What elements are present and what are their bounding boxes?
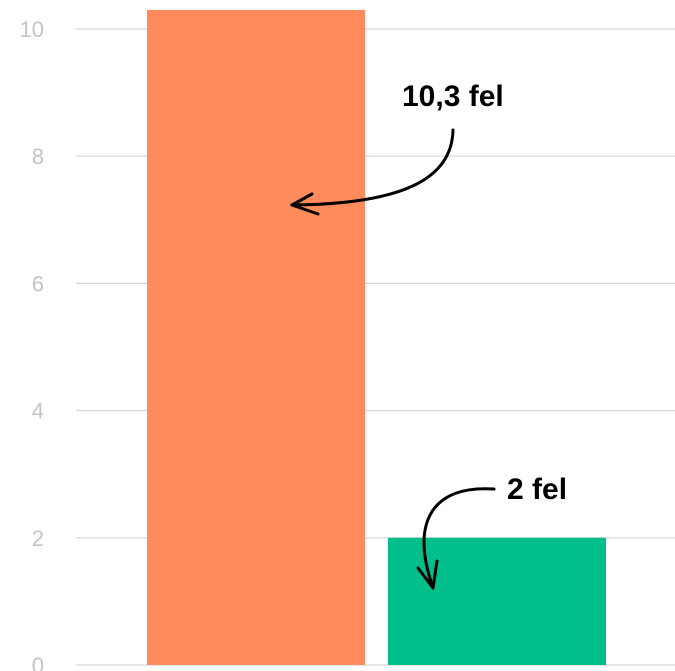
annotation-label-2: 2 fel	[507, 473, 567, 506]
bars	[147, 9, 606, 666]
y-tick-label-0: 0	[32, 653, 44, 671]
y-tick-label-6: 6	[32, 271, 44, 296]
y-tick-label-10: 10	[20, 17, 44, 42]
bar-1	[147, 9, 365, 666]
annotation-arrow-2-icon	[422, 487, 496, 590]
annotation-2: 2 fel	[416, 473, 567, 590]
y-axis-tick-labels: 0 2 4 6 8 10	[20, 17, 44, 671]
bar-2	[388, 537, 606, 665]
annotation-label-1: 10,3 fel	[402, 80, 504, 113]
y-tick-label-2: 2	[32, 526, 44, 551]
annotation-arrowhead-1-icon	[290, 192, 320, 216]
annotation-arrowhead-2-icon	[416, 559, 439, 590]
annotation-arrow-1-icon	[290, 128, 455, 207]
y-tick-label-8: 8	[32, 144, 44, 169]
annotation-1: 10,3 fel	[290, 80, 504, 216]
y-tick-label-4: 4	[32, 399, 44, 424]
